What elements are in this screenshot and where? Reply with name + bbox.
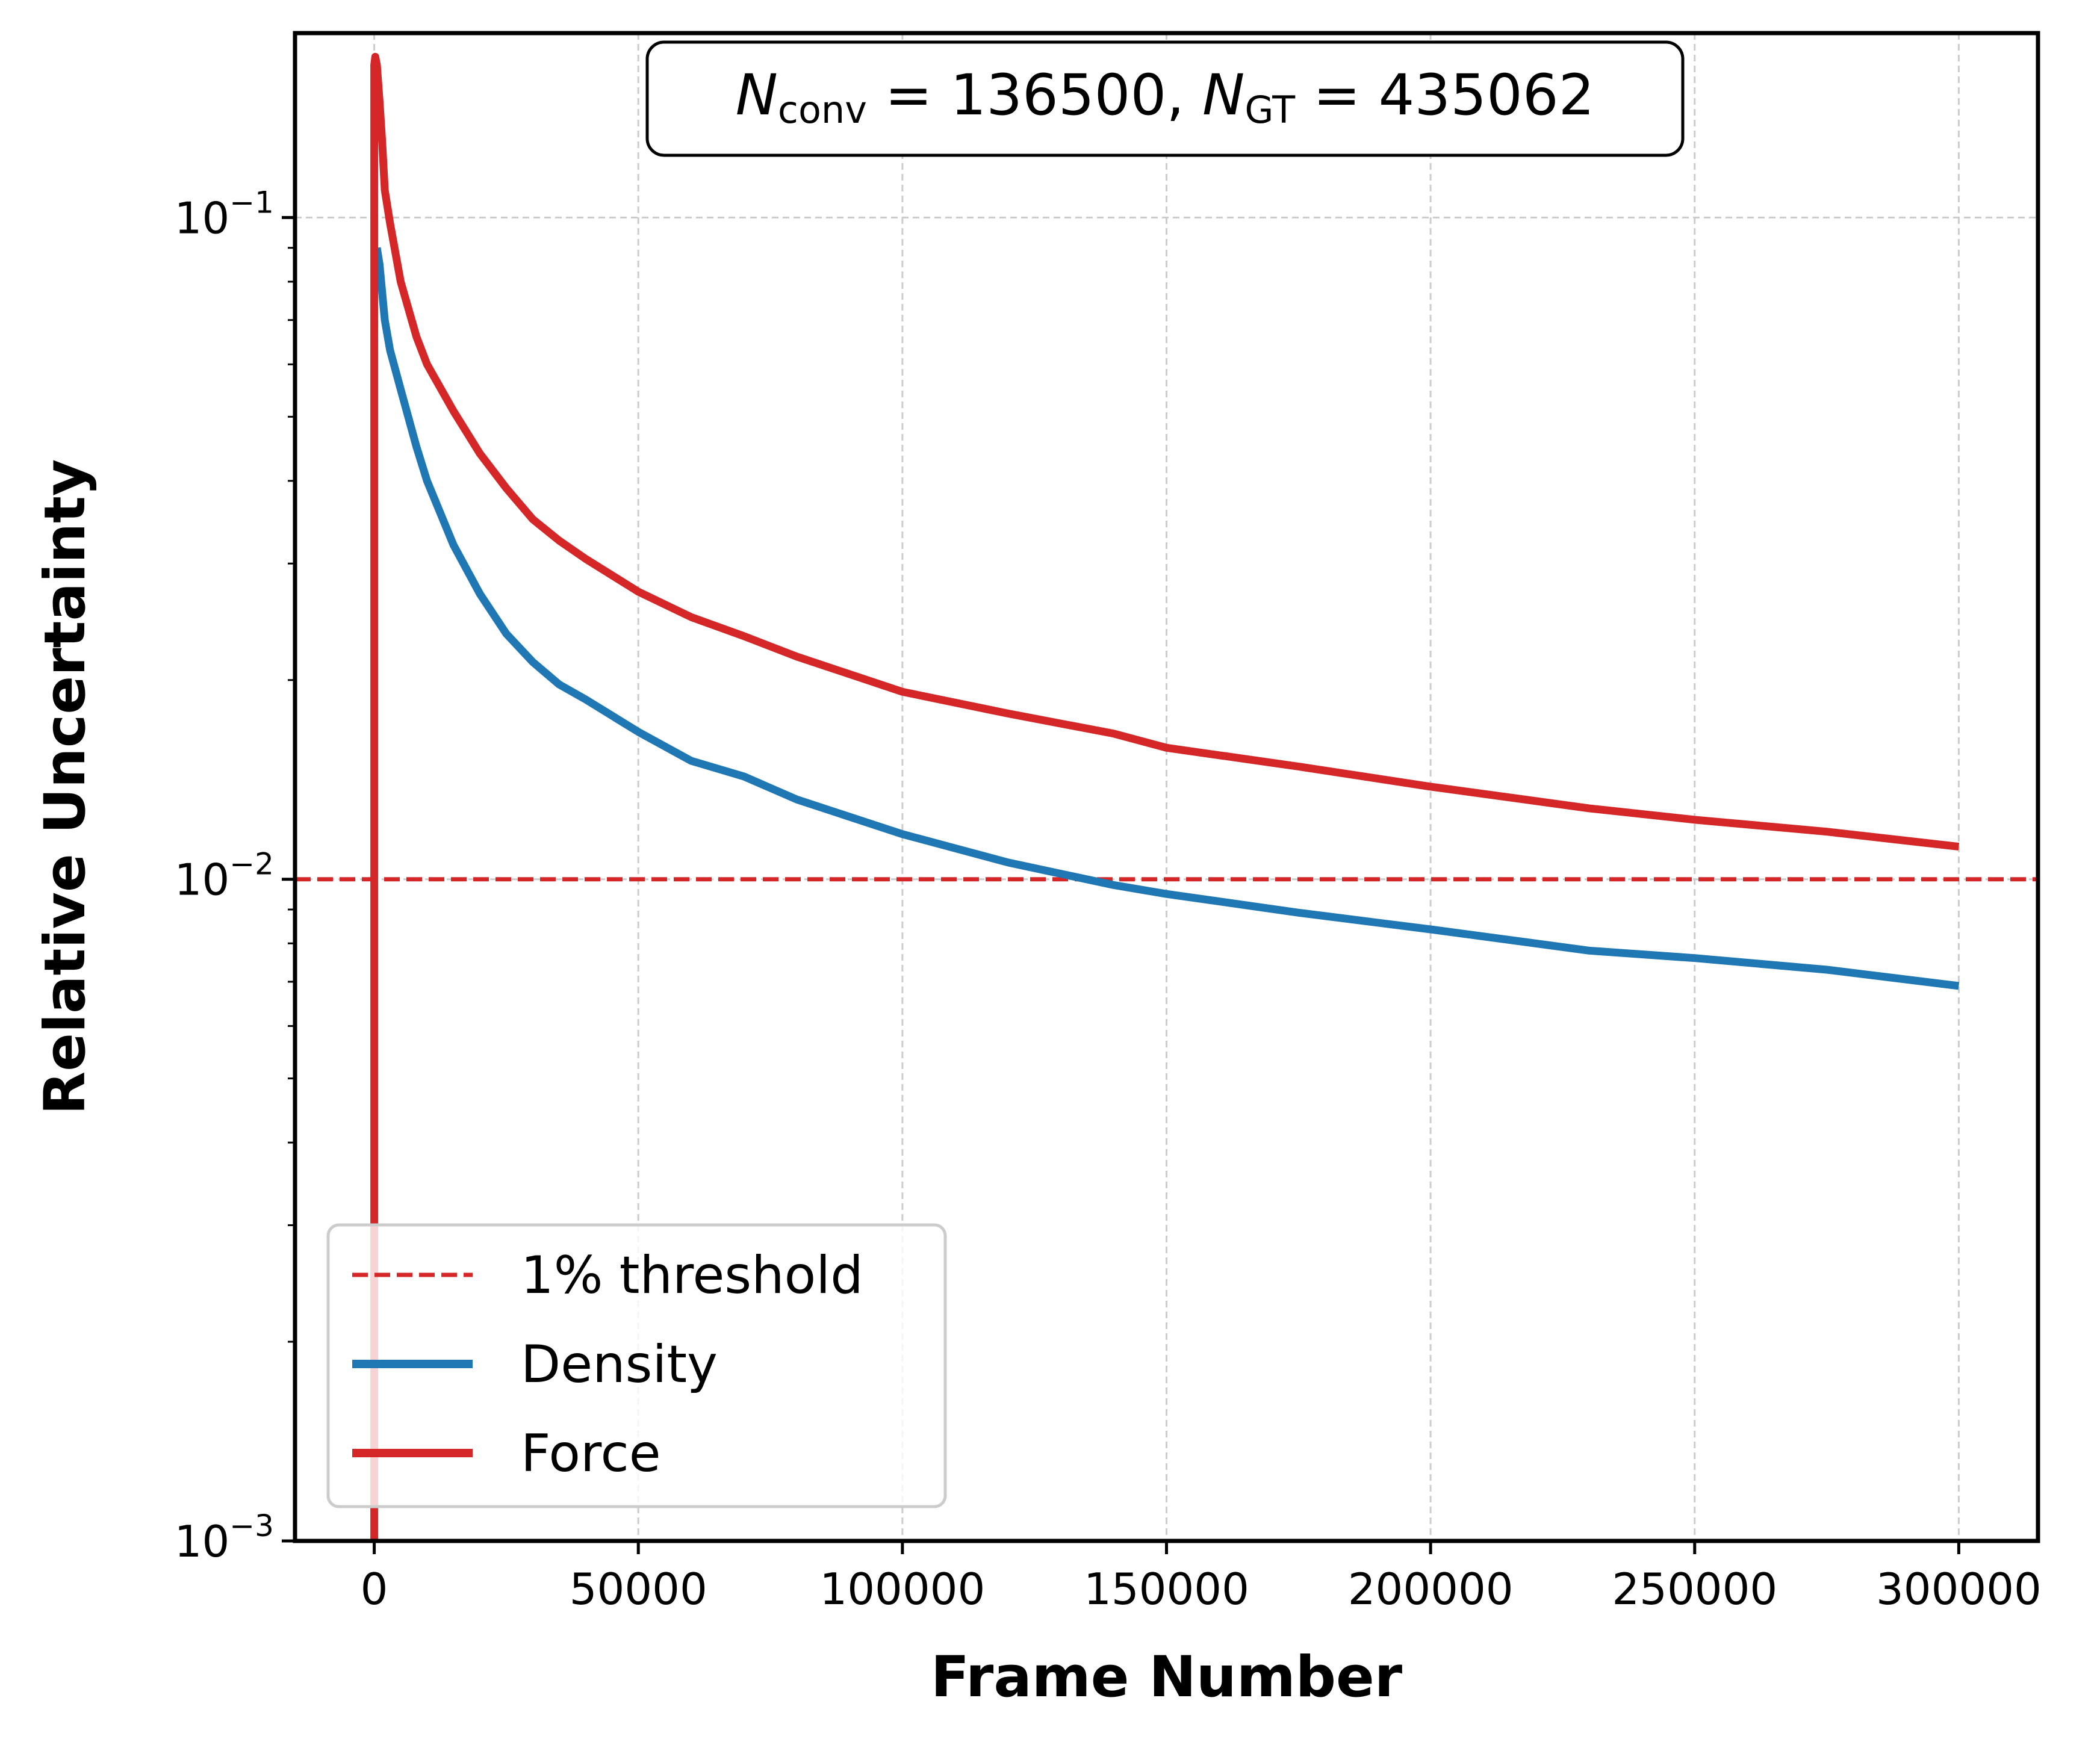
convergence-annotation: Nconv = 136500, NGT = 435062 [645, 40, 1685, 157]
n-gt-value: = 435062 [1295, 63, 1594, 128]
legend: 1% threshold Density Force [326, 1223, 947, 1508]
annotation-text: Nconv = 136500, NGT = 435062 [736, 63, 1595, 132]
x-tick-label: 250000 [1612, 1564, 1777, 1614]
y-axis-title: Relative Uncertainty [33, 459, 98, 1115]
x-tick-label: 300000 [1876, 1564, 2042, 1614]
y-tick-label: 10−3 [175, 1508, 274, 1567]
n-gt-subscript: GT [1244, 88, 1296, 132]
legend-density-label: Density [521, 1334, 718, 1395]
y-tick-label: 10−1 [175, 185, 274, 243]
plot-area [295, 52, 2038, 1541]
n-conv-symbol: N [736, 63, 778, 128]
axes-frame [293, 31, 2040, 1543]
legend-force-label: Force [521, 1424, 661, 1484]
x-tick-label: 0 [361, 1564, 388, 1614]
x-tick-label: 50000 [570, 1564, 707, 1614]
n-conv-subscript: conv [778, 88, 867, 132]
x-tick-label: 150000 [1084, 1564, 1249, 1614]
series-line-force [370, 52, 1960, 1541]
series-line-density [373, 247, 1960, 990]
axis-ticks: 0 50000 100000 150000 200000 250000 300000 10−1… [175, 185, 2042, 1614]
annotation-box [645, 40, 1685, 157]
legend-box [326, 1223, 947, 1508]
x-tick-label: 100000 [819, 1564, 985, 1614]
x-tick-label: 200000 [1348, 1564, 1514, 1614]
legend-threshold-label: 1% threshold [521, 1245, 863, 1306]
n-gt-symbol: N [1202, 63, 1244, 128]
x-axis-title: Frame Number [931, 1644, 1403, 1710]
n-conv-value: = 136500, [867, 63, 1202, 128]
y-tick-label: 10−2 [175, 847, 274, 905]
